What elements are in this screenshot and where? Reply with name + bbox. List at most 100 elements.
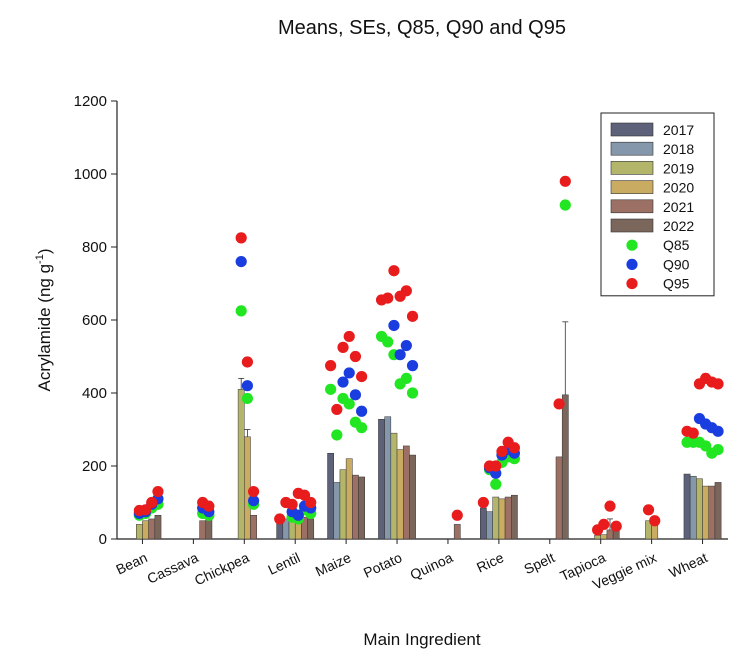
point-q85 xyxy=(490,478,502,490)
x-tick-label-spelt: Spelt xyxy=(521,549,557,577)
y-tick-label: 800 xyxy=(82,239,107,256)
x-tick-label-maize: Maize xyxy=(313,549,354,579)
bar-2020 xyxy=(345,458,353,540)
legend-label-q85: Q85 xyxy=(663,237,690,253)
y-axis-label: Acrylamide (ng g-1) xyxy=(34,248,54,391)
point-q85 xyxy=(406,387,419,399)
bar-2021 xyxy=(606,529,614,540)
point-q90 xyxy=(292,509,304,521)
bar-2021 xyxy=(250,515,257,540)
legend-swatch-2020 xyxy=(610,180,654,194)
point-q95 xyxy=(400,285,412,297)
bar-2019 xyxy=(594,535,601,540)
point-q95 xyxy=(388,265,400,277)
point-q95 xyxy=(604,500,616,512)
x-tick-label-potato: Potato xyxy=(361,549,405,581)
bar-2018 xyxy=(333,482,341,540)
point-q95 xyxy=(406,310,419,322)
y-tick-label: 200 xyxy=(82,458,107,475)
bar-2022 xyxy=(714,482,722,540)
bar-2018 xyxy=(689,475,697,540)
point-q85 xyxy=(343,398,355,410)
legend-label-2017: 2017 xyxy=(663,122,694,138)
point-q95 xyxy=(241,356,253,368)
point-q95 xyxy=(274,513,286,525)
bar-2020 xyxy=(142,520,149,540)
point-q85 xyxy=(382,336,394,348)
legend-label-2019: 2019 xyxy=(663,160,694,176)
bar-2022 xyxy=(511,494,518,540)
legend-swatch-2022 xyxy=(610,218,654,233)
chart-title: Means, SEs, Q85, Q90 and Q95 xyxy=(278,17,566,39)
x-tick-label-rice: Rice xyxy=(474,549,506,575)
point-q95 xyxy=(349,350,362,363)
bar-2022 xyxy=(561,394,569,540)
point-q90 xyxy=(406,360,419,372)
bar-2017 xyxy=(327,452,334,540)
point-q95 xyxy=(247,485,260,498)
bar-2020 xyxy=(498,498,506,540)
legend-swatch-2018 xyxy=(610,141,654,156)
bar-2022 xyxy=(154,515,162,540)
point-q90 xyxy=(337,376,349,388)
point-q85 xyxy=(241,392,253,405)
point-q90 xyxy=(343,367,355,379)
point-q95 xyxy=(553,398,565,410)
y-tick-label: 400 xyxy=(82,385,107,402)
point-q95 xyxy=(382,292,394,304)
point-q90 xyxy=(349,389,362,401)
point-q90 xyxy=(388,319,400,332)
legend-label-q95: Q95 xyxy=(663,276,690,292)
y-axis-label-main: Acrylamide (ng g xyxy=(35,264,54,392)
y-tick-label: 1000 xyxy=(74,166,107,183)
legend-label-2020: 2020 xyxy=(663,180,694,196)
point-q95 xyxy=(298,489,311,501)
bar-2022 xyxy=(307,518,315,540)
bar-2019 xyxy=(492,496,500,540)
y-axis-label-suffix: ) xyxy=(35,248,54,254)
x-tick-label-chickpea: Chickpea xyxy=(192,549,252,588)
bar-2018 xyxy=(486,511,493,540)
bar-2020 xyxy=(600,534,608,540)
legend-label-q90: Q90 xyxy=(663,256,690,272)
bar-2021 xyxy=(555,456,563,540)
bar-2022 xyxy=(205,518,213,540)
bar-2021 xyxy=(402,445,410,540)
bar-2019 xyxy=(237,389,245,540)
point-q95 xyxy=(305,496,317,509)
point-q90 xyxy=(356,405,368,417)
bar-2021 xyxy=(708,485,716,540)
plot-area: 020040060080010001200BeanCassavaChickpea… xyxy=(74,93,728,593)
point-q95 xyxy=(343,330,355,343)
bar-2017 xyxy=(683,473,691,540)
point-q95 xyxy=(712,378,724,390)
x-tick-label-cassava: Cassava xyxy=(145,549,201,587)
point-q85 xyxy=(331,429,343,441)
point-q95 xyxy=(477,496,489,509)
x-tick-label-quinoa: Quinoa xyxy=(408,549,456,583)
bar-2022 xyxy=(358,476,365,540)
bar-2017 xyxy=(480,507,487,540)
legend-swatch-2021 xyxy=(610,199,654,214)
point-q85 xyxy=(356,422,368,434)
point-q85 xyxy=(712,443,724,456)
bar-2021 xyxy=(352,474,359,540)
point-q95 xyxy=(356,370,368,383)
point-q95 xyxy=(325,360,337,372)
legend-marker-q95 xyxy=(626,278,638,290)
point-q95 xyxy=(687,427,699,439)
bar-2020 xyxy=(396,449,404,540)
bar-2017 xyxy=(378,419,385,540)
point-q95 xyxy=(331,403,343,416)
point-q95 xyxy=(559,175,571,187)
point-q95 xyxy=(286,498,298,510)
bar-2019 xyxy=(390,432,398,540)
point-q90 xyxy=(712,425,724,437)
point-q85 xyxy=(400,372,412,384)
bar-2021 xyxy=(148,518,156,540)
y-tick-label: 1200 xyxy=(74,93,107,110)
point-q95 xyxy=(508,442,520,454)
point-q95 xyxy=(152,485,164,498)
point-q95 xyxy=(610,520,622,532)
